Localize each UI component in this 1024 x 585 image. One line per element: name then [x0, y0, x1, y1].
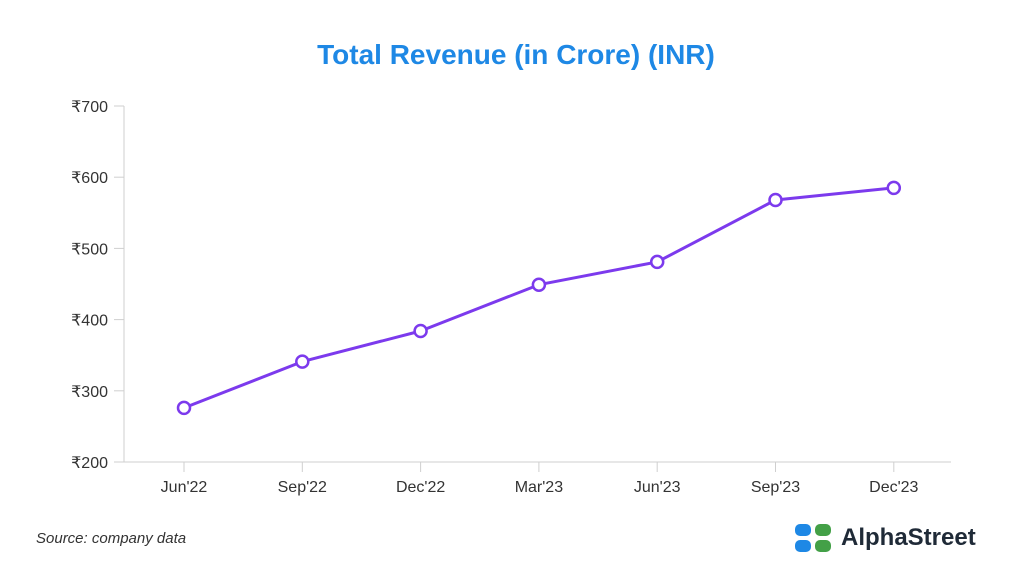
alphastreet-logo-icon: [795, 524, 831, 552]
x-tick-label: Jun'23: [634, 479, 681, 496]
y-tick-label: ₹400: [71, 313, 108, 330]
data-point: [295, 354, 310, 369]
y-tick-label: ₹700: [71, 99, 108, 116]
brand-name: AlphaStreet: [841, 524, 976, 551]
x-tick-label: Sep'23: [751, 479, 800, 496]
chart-marks: [176, 180, 902, 416]
x-tick-label: Dec'23: [869, 479, 918, 496]
source-note: Source: company data: [36, 530, 187, 547]
x-tick-label: Sep'22: [278, 479, 327, 496]
data-point: [768, 192, 783, 208]
brand-logo: AlphaStreet: [795, 524, 976, 552]
y-tick-label: ₹200: [71, 455, 108, 472]
x-tick-label: Mar'23: [515, 479, 564, 496]
y-tick-label: ₹500: [71, 241, 108, 258]
y-tick-label: ₹600: [71, 170, 108, 187]
x-tick-label: Dec'22: [396, 479, 445, 496]
y-tick-label: ₹300: [71, 384, 108, 401]
x-tick-label: Jun'22: [161, 479, 208, 496]
data-point: [531, 277, 547, 292]
chart-axes: ₹200 ₹300 ₹400 ₹500 ₹600 ₹700 Jun'22 Sep'22 Dec'…: [71, 99, 951, 496]
chart-title: Total Revenue (in Crore) (INR): [317, 39, 715, 70]
series-line: [183, 186, 894, 410]
data-point: [413, 323, 428, 339]
data-point: [649, 254, 665, 270]
data-point: [886, 180, 902, 196]
data-point: [176, 400, 192, 416]
